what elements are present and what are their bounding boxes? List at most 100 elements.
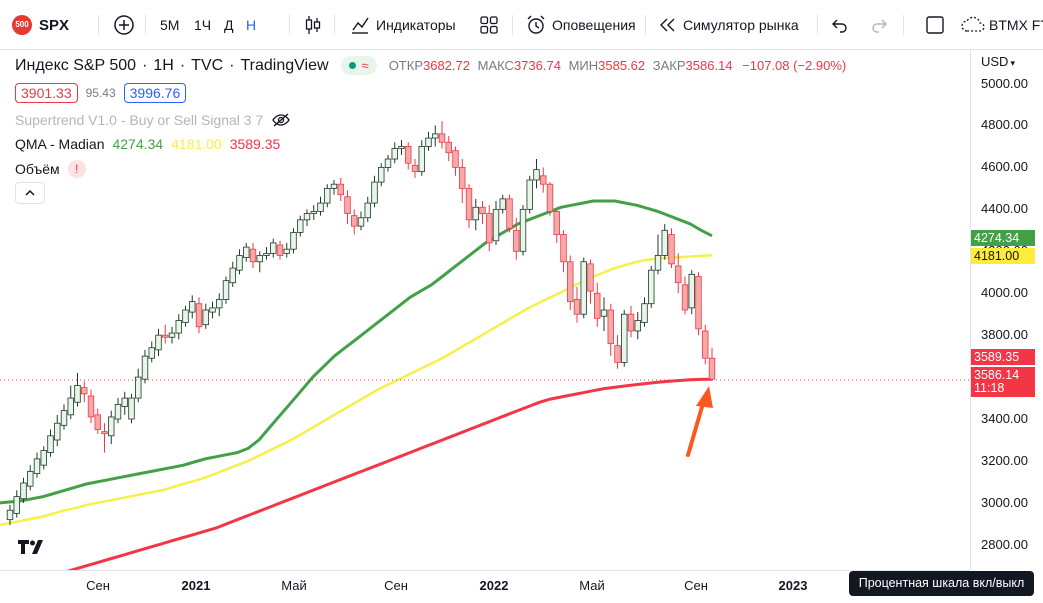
candle-body [33, 458, 41, 474]
candle-body [344, 196, 351, 214]
sell-price-box[interactable]: 3901.33 [15, 83, 78, 103]
interval-1h[interactable]: 1Ч [194, 0, 211, 50]
warning-badge-icon[interactable]: ! [67, 160, 86, 178]
alarm-clock-icon [527, 15, 545, 34]
candle-body [297, 219, 304, 233]
indicator-supertrend[interactable]: Supertrend V1.0 - Buy or Sell Signal 3 7 [15, 112, 291, 128]
buy-price-box[interactable]: 3996.76 [123, 83, 187, 103]
candle-body [546, 183, 554, 212]
market-open-dot-icon [348, 62, 356, 69]
alerts-button[interactable]: Оповещения [525, 0, 636, 50]
price-axis[interactable]: USD▾ 5000.004800.004600.004400.004200.00… [970, 50, 1043, 570]
tradingview-logo[interactable] [18, 540, 44, 559]
templates-button[interactable] [479, 0, 499, 50]
candle-body [121, 397, 128, 407]
candle-body [587, 263, 594, 292]
interval-week[interactable]: Н [246, 0, 256, 50]
candle-body [290, 232, 297, 250]
interval-label: Д [224, 17, 234, 33]
label-value: 3589.35 [974, 350, 1020, 364]
chevron-up-icon [25, 189, 35, 196]
candle-body [209, 307, 216, 313]
candle-body [661, 229, 668, 256]
symbol-logo-icon: 500 [12, 15, 32, 35]
interval-label: 5М [160, 17, 180, 33]
tv-logo-icon [18, 540, 43, 554]
currency-selector[interactable]: USD ▾ [981, 54, 1015, 69]
low-value: 3585.62 [598, 58, 646, 73]
candle-body [108, 416, 115, 437]
indicator-qma[interactable]: QMA - Madian 4274.34 4181.00 3589.35 [15, 136, 280, 152]
symbol-title[interactable]: Индекс S&P 500 [15, 56, 137, 74]
change-value: −107.08 (−2.90%) [742, 58, 847, 73]
qma-red-price-label: 3589.35 [971, 349, 1035, 365]
toolbar-divider [98, 15, 99, 35]
wave-icon: ≈ [361, 58, 369, 73]
undo-button[interactable] [831, 0, 849, 50]
price-tick-label: 3200.00 [981, 452, 1028, 468]
candle-body [688, 273, 695, 309]
price-chart[interactable] [0, 50, 970, 570]
compare-button[interactable] [113, 0, 135, 50]
interval-5m[interactable]: 5М [160, 0, 179, 50]
qma-yellow-price-label: 4181.00 [971, 248, 1035, 264]
legend-source: TVC [191, 56, 224, 74]
candle-body [162, 334, 169, 338]
candle-body [216, 299, 223, 309]
candle-body [40, 450, 47, 466]
candle-body [94, 414, 101, 430]
indicators-button[interactable]: Индикаторы [350, 0, 456, 50]
low-label: МИН [568, 58, 599, 73]
chart-pane[interactable]: Индекс S&P 500 · 1H · TVC · TradingView … [0, 50, 970, 570]
candle-body [47, 435, 54, 453]
symbol-search[interactable]: 500 SPX [12, 0, 69, 50]
candle-body [74, 385, 81, 403]
price-tick-label: 3000.00 [981, 494, 1028, 510]
candle-body [391, 148, 398, 160]
time-axis[interactable]: Сен 2021 Май Сен 2022 Май Сен 2023 [0, 570, 970, 603]
eye-hidden-icon[interactable] [271, 112, 291, 128]
cloud-icon [961, 16, 985, 32]
fullscreen-button[interactable] [925, 0, 945, 50]
candle-body [486, 213, 493, 244]
collapse-legend-button[interactable] [15, 182, 45, 204]
market-status-badge[interactable]: ≈ [340, 56, 377, 75]
replay-button[interactable]: Симулятор рынка [658, 0, 799, 50]
candle-body [175, 320, 182, 334]
candle-body [276, 244, 284, 256]
redo-button[interactable] [870, 0, 888, 50]
qma-value-yellow: 4181.00 [171, 136, 222, 152]
time-label-year: 2022 [479, 578, 509, 593]
square-icon [926, 16, 944, 34]
qma-value-green: 4274.34 [112, 136, 164, 152]
candle-body [540, 175, 547, 185]
chart-type-button[interactable] [303, 0, 323, 50]
indicator-volume[interactable]: Объём ! [15, 160, 86, 178]
replay-label: Симулятор рынка [683, 17, 799, 33]
candle-body [425, 137, 432, 147]
candle-body [513, 229, 520, 252]
candle-body [526, 179, 533, 210]
legend-interval: 1H [153, 56, 174, 74]
qma-line [66, 377, 713, 570]
broker-button[interactable]: BTMX FT [960, 0, 1043, 50]
alerts-label: Оповещения [552, 17, 636, 33]
candle-body [479, 206, 486, 214]
price-tick-label: 2800.00 [981, 536, 1028, 552]
grid-icon [480, 16, 498, 34]
candle-body [499, 198, 506, 210]
candle-body [432, 133, 439, 139]
candle-body [330, 183, 338, 189]
candle-body [128, 397, 135, 420]
legend-provider: TradingView [240, 56, 329, 74]
candle-body [452, 150, 459, 168]
annotation-arrow-shaft [686, 398, 706, 457]
indicator-name: QMA - Madian [15, 136, 105, 152]
candle-body [573, 299, 581, 315]
candle-body [67, 397, 74, 416]
candle-body [621, 313, 628, 363]
last-price-value: 3586.14 [974, 368, 1020, 382]
interval-day[interactable]: Д [224, 0, 233, 50]
candle-body [492, 208, 500, 242]
top-toolbar: 500 SPX 5М 1Ч Д Н Индикаторы Оповещения … [0, 0, 1043, 50]
